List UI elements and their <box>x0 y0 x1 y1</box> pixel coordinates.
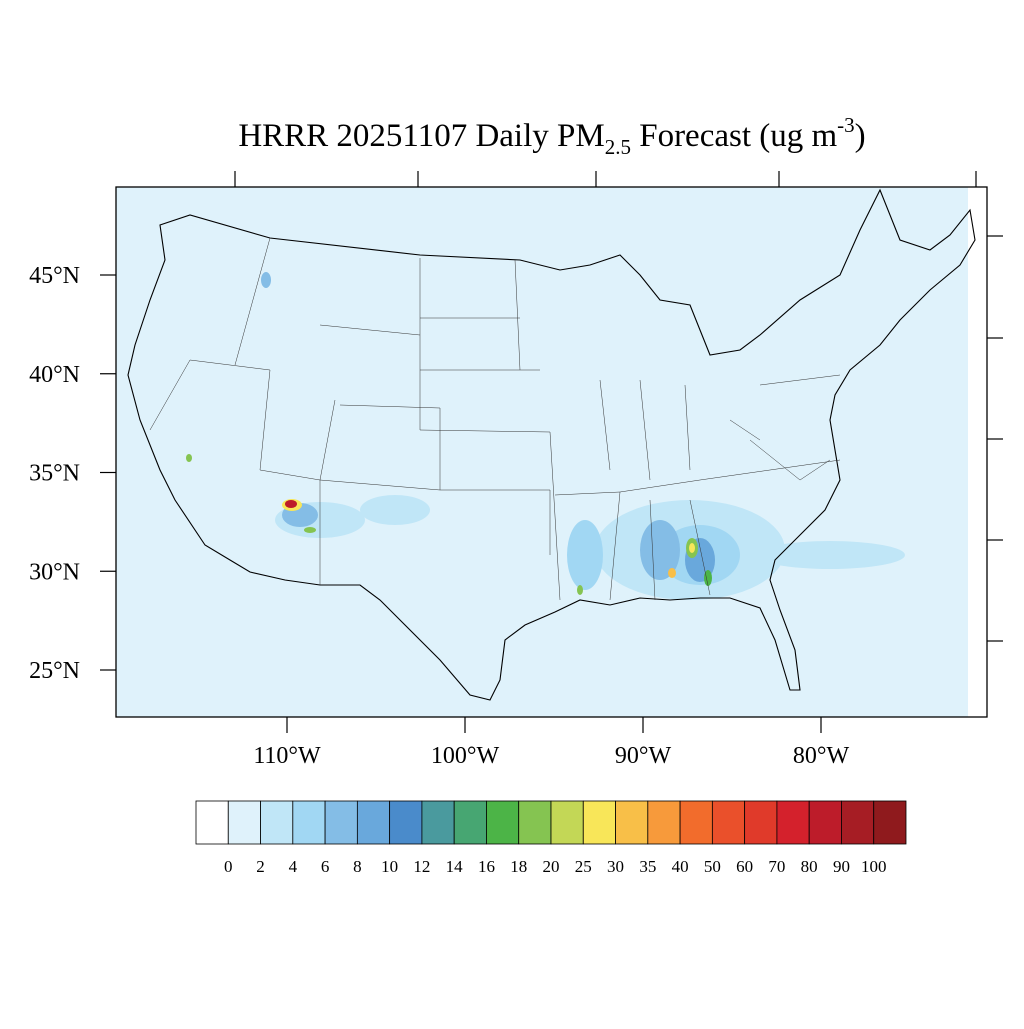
map-title: HRRR 20251107 Daily PM2.5 Forecast (ug m… <box>238 113 865 159</box>
colorbar-label: 40 <box>672 857 689 876</box>
colorbar-box <box>647 800 681 845</box>
colorbar-box <box>421 800 455 845</box>
colorbar-box <box>260 800 294 845</box>
colorbar-label: 18 <box>510 857 527 876</box>
colorbar-box <box>615 800 649 845</box>
plume <box>304 527 316 533</box>
plume <box>186 454 192 462</box>
colorbar-box <box>841 800 875 845</box>
colorbar-box <box>486 800 520 845</box>
colorbar-box <box>324 800 358 845</box>
plume <box>261 272 271 288</box>
colorbar-label: 30 <box>607 857 624 876</box>
colorbar-label: 80 <box>801 857 818 876</box>
no-data-strip <box>968 187 987 717</box>
plume <box>567 520 603 590</box>
map-frame <box>115 186 988 718</box>
title-main: HRRR 20251107 Daily PM <box>238 118 604 154</box>
lat-label: 35°N <box>29 461 80 487</box>
colorbar-label: 4 <box>289 857 298 876</box>
colorbar-label: 2 <box>256 857 265 876</box>
axis-labels: 45°N 40°N 35°N 30°N 25°N 110°W 100°W 90°W 80°W <box>29 263 849 769</box>
colorbar-label: 8 <box>353 857 362 876</box>
colorbar-label: 12 <box>413 857 430 876</box>
plume <box>689 543 695 553</box>
plume <box>577 585 583 595</box>
lon-label: 80°W <box>793 743 850 769</box>
colorbar-box <box>744 800 778 845</box>
colorbar-box <box>356 800 391 845</box>
lon-label: 90°W <box>615 743 672 769</box>
colorbar-box <box>389 800 423 845</box>
colorbar-box <box>808 800 842 845</box>
frame-ticks <box>234 171 1003 642</box>
colorbar-box <box>711 800 746 845</box>
plume <box>704 570 712 586</box>
title-end: ) <box>855 118 866 154</box>
lat-label: 40°N <box>29 362 80 388</box>
title-middle: Forecast (ug m <box>631 118 838 154</box>
colorbar-label: 25 <box>575 857 592 876</box>
colorbar-box <box>550 800 584 845</box>
plume <box>360 495 430 525</box>
colorbar-box <box>518 800 552 845</box>
colorbar-label: 6 <box>321 857 330 876</box>
colorbar-label: 70 <box>768 857 785 876</box>
colorbar-label: 16 <box>478 857 495 876</box>
colorbar-label: 100 <box>861 857 887 876</box>
colorbar-box <box>776 800 810 845</box>
colorbar-box <box>873 800 907 845</box>
colorbar-label: 14 <box>446 857 464 876</box>
colorbar-box <box>679 800 713 845</box>
colorbar-box <box>292 800 326 845</box>
lat-label: 45°N <box>29 263 80 289</box>
colorbar-label: 90 <box>833 857 850 876</box>
colorbar-label: 50 <box>704 857 721 876</box>
state-borders <box>149 237 841 601</box>
colorbar-box <box>582 800 616 845</box>
colorbar-box <box>227 800 261 845</box>
plume <box>285 500 297 508</box>
colorbar: 0 2 4 6 8 10 12 14 16 18 20 25 30 35 40 50 60 70 80 90 100 <box>195 800 907 876</box>
lat-label: 25°N <box>29 658 80 684</box>
colorbar-label: 35 <box>639 857 656 876</box>
lon-label: 100°W <box>431 743 500 769</box>
colorbar-label: 20 <box>543 857 560 876</box>
colorbar-label: 60 <box>736 857 753 876</box>
colorbar-box <box>195 800 229 845</box>
colorbar-label: 0 <box>224 857 233 876</box>
title-subscript: 2.5 <box>605 135 631 159</box>
plume <box>640 520 680 580</box>
lon-label: 110°W <box>253 743 321 769</box>
plume <box>755 541 905 569</box>
colorbar-box <box>453 800 487 845</box>
plumes <box>186 272 905 600</box>
title-superscript: -3 <box>837 113 855 137</box>
map-background <box>116 187 987 717</box>
colorbar-label: 10 <box>381 857 398 876</box>
map <box>116 187 987 717</box>
plume <box>668 568 676 578</box>
lat-label: 30°N <box>29 559 80 585</box>
